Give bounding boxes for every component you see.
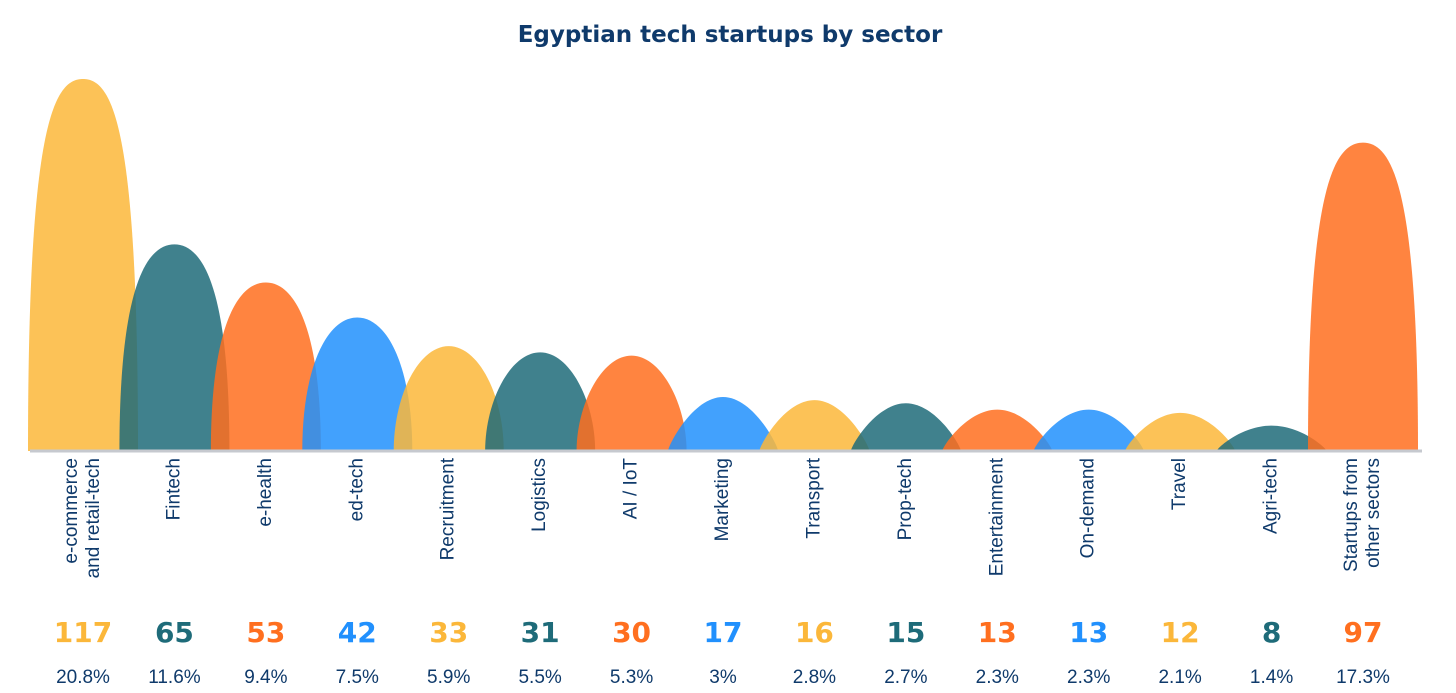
percentage-label-2: 9.4%: [244, 667, 287, 688]
hump-2: [210, 282, 321, 451]
hump-11: [1033, 409, 1144, 451]
percentage-label-1: 11.6%: [148, 667, 201, 688]
category-label-line: other sectors: [1363, 458, 1384, 568]
category-label-12: Travel: [1169, 458, 1190, 510]
category-label-line: Logistics: [529, 458, 550, 532]
hump-10: [942, 409, 1053, 451]
category-label-line: Startups from: [1341, 458, 1362, 572]
category-label-6: AI / IoT: [621, 458, 642, 520]
category-label-line: ed-tech: [346, 458, 367, 521]
value-label-13: 8: [1262, 616, 1281, 649]
value-label-8: 16: [795, 616, 834, 649]
hump-4: [393, 346, 504, 451]
percentage-label-4: 5.9%: [427, 667, 470, 688]
percentage-label-0: 20.8%: [56, 667, 110, 688]
percentage-label-6: 5.3%: [610, 667, 653, 688]
category-label-line: Travel: [1169, 458, 1190, 510]
value-label-1: 65: [155, 616, 194, 649]
percentage-label-12: 2.1%: [1158, 667, 1201, 688]
value-labels: 117 65 53 42 33 31 30 17 16 15 13 13 12 8 97: [54, 616, 1383, 649]
value-label-2: 53: [246, 616, 285, 649]
value-label-4: 33: [429, 616, 468, 649]
hump-13: [1216, 425, 1327, 451]
percentage-label-7: 3%: [709, 667, 737, 688]
category-label-line: and retail-tech: [83, 458, 104, 578]
percentage-label-9: 2.7%: [884, 667, 927, 688]
category-label-line: e-commerce: [61, 458, 82, 564]
category-label-line: On-demand: [1078, 458, 1099, 558]
value-label-3: 42: [338, 616, 377, 649]
chart-title: Egyptian tech startups by sector: [518, 22, 943, 48]
hump-5: [485, 352, 596, 451]
category-labels: e-commerceand retail-tech Fintech e-health…: [61, 457, 1384, 578]
category-label-5: Logistics: [529, 458, 550, 532]
category-label-10: Entertainment: [986, 457, 1007, 576]
value-label-11: 13: [1069, 616, 1108, 649]
hump-14: [1308, 142, 1418, 452]
category-label-9: Prop-tech: [895, 458, 916, 540]
category-label-line: Fintech: [163, 458, 184, 520]
value-label-9: 15: [886, 616, 925, 649]
category-label-line: Entertainment: [986, 457, 1007, 576]
value-label-10: 13: [978, 616, 1017, 649]
percentage-label-8: 2.8%: [793, 667, 836, 688]
category-label-line: Transport: [803, 457, 824, 538]
category-label-line: AI / IoT: [621, 458, 642, 520]
value-label-0: 117: [54, 616, 112, 649]
hump-7: [668, 396, 778, 451]
value-label-12: 12: [1161, 616, 1200, 649]
category-label-0: e-commerceand retail-tech: [61, 458, 104, 578]
hump-1: [119, 244, 230, 451]
category-label-line: Agri-tech: [1261, 458, 1282, 534]
percentage-label-14: 17.3%: [1336, 667, 1390, 688]
category-label-13: Agri-tech: [1261, 458, 1282, 534]
category-label-4: Recruitment: [438, 457, 459, 560]
hump-3: [302, 317, 413, 451]
value-label-7: 17: [704, 616, 743, 649]
category-label-line: Prop-tech: [895, 458, 916, 540]
percentage-labels: 20.8% 11.6% 9.4% 7.5% 5.9% 5.5% 5.3% 3% 2.8% 2.7%…: [56, 667, 1390, 688]
category-label-8: Transport: [803, 457, 824, 538]
percentage-label-3: 7.5%: [336, 667, 379, 688]
value-label-14: 97: [1344, 616, 1383, 649]
hump-series: [28, 79, 1418, 452]
category-label-1: Fintech: [163, 458, 184, 520]
category-label-2: e-health: [255, 458, 276, 527]
category-label-11: On-demand: [1078, 458, 1099, 558]
percentage-label-5: 5.5%: [518, 667, 561, 688]
value-label-5: 31: [521, 616, 560, 649]
percentage-label-11: 2.3%: [1067, 667, 1110, 688]
percentage-label-13: 1.4%: [1250, 667, 1293, 688]
value-label-6: 30: [612, 616, 651, 649]
category-label-line: Marketing: [712, 458, 733, 541]
hump-0: [28, 79, 138, 451]
category-label-7: Marketing: [712, 458, 733, 541]
hump-9: [850, 403, 961, 451]
percentage-label-10: 2.3%: [976, 667, 1019, 688]
category-label-3: ed-tech: [346, 458, 367, 521]
category-label-line: Recruitment: [438, 457, 459, 560]
category-label-14: Startups fromother sectors: [1341, 458, 1384, 572]
hump-8: [759, 400, 870, 451]
hump-12: [1125, 412, 1236, 451]
category-label-line: e-health: [255, 458, 276, 527]
hump-6: [576, 355, 687, 451]
